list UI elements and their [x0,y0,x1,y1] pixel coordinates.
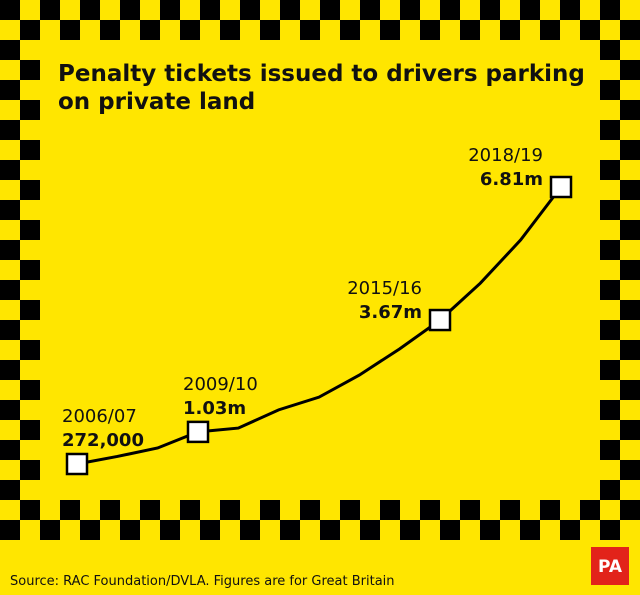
source: Source: RAC Foundation/DVLA. Figures are… [10,574,395,589]
chart-title: Penalty tickets issued to drivers parkin… [58,61,585,115]
category-label: 2015/16 [347,278,422,299]
value-label: 3.67m [359,302,422,323]
value-label: 6.81m [480,169,543,190]
line [76,186,563,466]
value-label: 272,000 [62,430,144,451]
marker [65,452,89,476]
checker-border [0,0,640,540]
logo-box [591,547,629,585]
plot-bg [40,40,600,500]
category-label: 2009/10 [183,374,258,395]
marker [186,420,210,444]
category-label: 2018/19 [468,145,543,166]
category-label: 2006/07 [62,406,137,427]
value-label: 1.03m [183,398,246,419]
logo: PA [598,557,623,577]
marker [428,308,452,332]
marker [549,175,573,199]
